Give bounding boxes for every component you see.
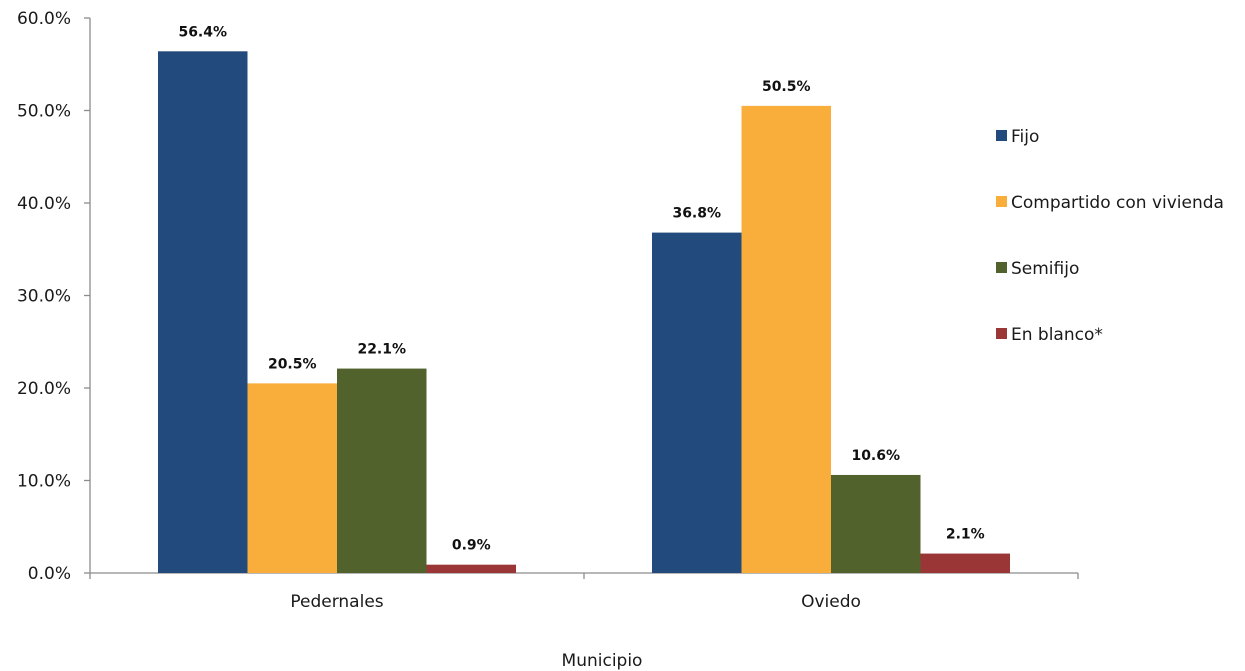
- data-label: 36.8%: [672, 206, 721, 222]
- legend-swatch: [996, 328, 1007, 339]
- legend-label: Semifijo: [1011, 259, 1079, 279]
- bar: [741, 105, 831, 573]
- x-category-label: Oviedo: [801, 592, 861, 612]
- x-category-label: Pedernales: [290, 592, 383, 612]
- legend-swatch: [996, 262, 1007, 273]
- y-tick-label: 30.0%: [17, 287, 71, 307]
- bar: [247, 383, 337, 573]
- data-label: 0.9%: [452, 538, 491, 554]
- bar: [920, 553, 1010, 573]
- legend-label: En blanco*: [1011, 325, 1103, 345]
- bar: [652, 232, 742, 573]
- data-label: 2.1%: [946, 527, 985, 543]
- legend-label: Fijo: [1011, 127, 1039, 147]
- bars: [158, 51, 1010, 574]
- y-tick-label: 20.0%: [17, 379, 71, 399]
- bar: [337, 368, 427, 573]
- legend: Fijo Compartido con vivienda Semifijo En bl…: [996, 127, 1224, 345]
- bar: [831, 474, 921, 573]
- data-label: 10.6%: [851, 448, 900, 464]
- data-labels: 56.4% 20.5% 22.1% 0.9% 36.8% 50.5% 10.6% 2.1%: [178, 24, 984, 553]
- y-axis: 0.0% 10.0% 20.0% 30.0% 40.0% 50.0% 60.0%: [17, 9, 91, 584]
- data-label: 56.4%: [178, 24, 227, 40]
- y-tick-label: 60.0%: [17, 9, 71, 29]
- x-axis-title: Municipio: [562, 651, 643, 671]
- data-label: 20.5%: [268, 356, 317, 372]
- y-tick-label: 40.0%: [17, 194, 71, 214]
- bar: [426, 564, 516, 573]
- x-axis: Pedernales Oviedo: [89, 572, 1079, 612]
- y-tick-label: 50.0%: [17, 102, 71, 122]
- bar: [158, 51, 248, 574]
- legend-swatch: [996, 130, 1007, 141]
- legend-swatch: [996, 196, 1007, 207]
- legend-label: Compartido con vivienda: [1011, 193, 1224, 213]
- data-label: 50.5%: [762, 79, 811, 95]
- y-tick-label: 10.0%: [17, 472, 71, 492]
- y-tick-label: 0.0%: [28, 564, 71, 584]
- data-label: 22.1%: [357, 342, 406, 358]
